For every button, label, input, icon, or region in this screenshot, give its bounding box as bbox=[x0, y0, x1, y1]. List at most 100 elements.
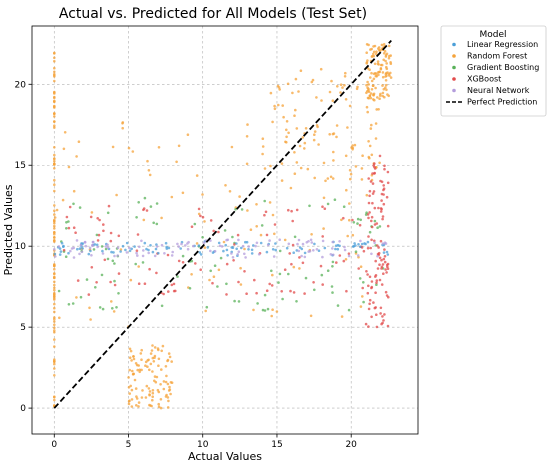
data-point bbox=[167, 352, 171, 355]
series-xgboost bbox=[62, 154, 390, 329]
data-point bbox=[65, 221, 68, 224]
data-point bbox=[291, 243, 295, 247]
data-point bbox=[53, 236, 56, 239]
data-point bbox=[295, 208, 299, 212]
data-point bbox=[289, 186, 293, 190]
data-point bbox=[281, 104, 285, 107]
legend-label: Neural Network bbox=[467, 86, 530, 95]
data-point bbox=[155, 271, 158, 275]
data-point bbox=[290, 209, 293, 213]
data-point bbox=[380, 265, 384, 269]
data-point bbox=[348, 202, 351, 205]
data-point bbox=[135, 395, 138, 398]
data-point bbox=[100, 273, 104, 277]
data-point bbox=[115, 306, 118, 309]
data-point bbox=[280, 179, 284, 182]
x-axis-label: Actual Values bbox=[188, 450, 262, 463]
data-point bbox=[151, 250, 155, 254]
data-point bbox=[79, 295, 83, 299]
data-point bbox=[131, 150, 135, 153]
data-point bbox=[259, 241, 263, 245]
data-point bbox=[149, 205, 153, 208]
data-point bbox=[160, 243, 164, 247]
data-point bbox=[53, 224, 56, 228]
data-point bbox=[384, 290, 388, 294]
data-point bbox=[383, 260, 387, 264]
data-point bbox=[285, 135, 288, 139]
data-point bbox=[153, 346, 157, 349]
data-point bbox=[110, 250, 113, 254]
data-point bbox=[342, 259, 346, 263]
data-point bbox=[225, 262, 229, 266]
data-point bbox=[370, 315, 373, 319]
data-point bbox=[57, 289, 61, 293]
data-point bbox=[89, 249, 92, 253]
data-point bbox=[273, 104, 276, 108]
data-point bbox=[127, 146, 131, 150]
data-point bbox=[373, 44, 377, 48]
data-point bbox=[299, 166, 303, 170]
data-point bbox=[360, 242, 364, 246]
data-point bbox=[181, 261, 185, 264]
data-point bbox=[247, 245, 250, 248]
data-point bbox=[353, 143, 357, 147]
data-point bbox=[320, 99, 323, 102]
data-point bbox=[84, 244, 88, 248]
data-point bbox=[135, 249, 139, 252]
data-point bbox=[361, 286, 365, 290]
data-point bbox=[352, 245, 356, 248]
data-point bbox=[278, 238, 282, 241]
data-point bbox=[343, 248, 347, 252]
data-point bbox=[373, 165, 376, 169]
data-point bbox=[201, 215, 205, 219]
data-point bbox=[247, 248, 250, 251]
data-point bbox=[147, 387, 151, 390]
data-point bbox=[61, 198, 65, 202]
data-point bbox=[252, 244, 255, 247]
data-point bbox=[107, 204, 111, 208]
data-point bbox=[203, 220, 206, 223]
data-point bbox=[53, 317, 56, 321]
data-point bbox=[340, 218, 343, 222]
data-point bbox=[380, 258, 383, 262]
data-point bbox=[151, 395, 154, 399]
data-point bbox=[260, 224, 264, 227]
data-point bbox=[113, 279, 116, 283]
data-point bbox=[170, 381, 174, 385]
data-point bbox=[53, 358, 56, 361]
data-point bbox=[357, 243, 360, 246]
data-point bbox=[374, 122, 378, 125]
data-point bbox=[339, 83, 343, 86]
data-point bbox=[212, 275, 216, 279]
data-point bbox=[170, 360, 173, 363]
data-point bbox=[245, 135, 249, 138]
data-point bbox=[53, 404, 56, 407]
data-point bbox=[132, 357, 136, 361]
data-point bbox=[376, 267, 380, 270]
data-point bbox=[101, 307, 105, 311]
data-point bbox=[381, 263, 385, 266]
data-point bbox=[334, 247, 337, 251]
y-tick-label: 15 bbox=[15, 161, 26, 171]
data-point bbox=[225, 293, 228, 296]
data-point bbox=[119, 250, 122, 253]
data-point bbox=[386, 170, 390, 174]
data-point bbox=[375, 108, 379, 111]
data-point bbox=[96, 217, 99, 220]
perfect-prediction-line bbox=[53, 39, 392, 409]
data-point bbox=[77, 140, 81, 143]
data-point bbox=[382, 193, 385, 196]
data-point bbox=[138, 370, 141, 374]
data-point bbox=[246, 123, 249, 126]
data-point bbox=[275, 310, 279, 313]
data-point bbox=[53, 221, 56, 225]
data-point bbox=[347, 252, 351, 255]
data-point bbox=[147, 358, 150, 362]
data-point bbox=[333, 198, 337, 201]
data-point bbox=[384, 55, 388, 58]
data-point bbox=[278, 272, 282, 276]
data-point bbox=[323, 207, 327, 210]
data-point bbox=[375, 283, 378, 287]
data-point bbox=[146, 159, 149, 163]
data-point bbox=[341, 86, 344, 89]
